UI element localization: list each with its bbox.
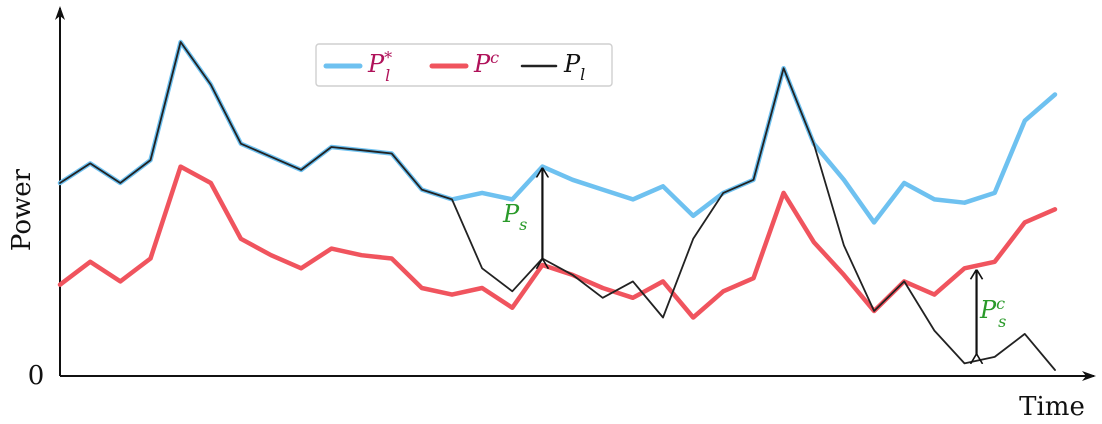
- y-zero-tick-label: 0: [28, 361, 45, 391]
- series-line-p-c: [57, 164, 1058, 320]
- legend-entries: P* l Pc Pl: [323, 48, 585, 85]
- legend: P* l Pc Pl: [315, 43, 613, 87]
- annotation-label-1: Ps: [502, 200, 527, 234]
- legend-label-3: Pl: [563, 50, 585, 84]
- y-axis-label: Power: [7, 168, 37, 251]
- axes: Power Time 0: [7, 6, 1096, 422]
- series-line-p-l: [59, 41, 1056, 371]
- annotation-label-2: Pc s: [979, 294, 1006, 331]
- annotation-layer: Ps Pc s: [502, 169, 1006, 355]
- legend-label-2: Pc: [473, 48, 499, 78]
- series-layer: [57, 39, 1058, 371]
- legend-label-1: P* l: [367, 48, 392, 85]
- x-axis-label: Time: [1019, 392, 1085, 422]
